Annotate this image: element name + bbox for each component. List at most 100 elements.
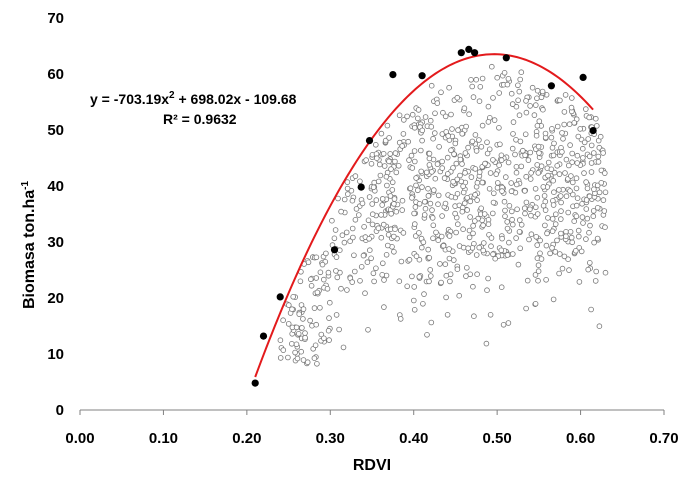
- open-point: [466, 227, 473, 234]
- open-point: [517, 138, 524, 145]
- open-point: [527, 206, 533, 213]
- open-point: [455, 127, 461, 133]
- open-point: [583, 197, 590, 203]
- open-point: [440, 109, 446, 116]
- open-point: [424, 331, 430, 338]
- open-point: [430, 187, 437, 193]
- open-point: [510, 131, 516, 137]
- open-point: [307, 276, 314, 283]
- open-point: [384, 242, 391, 249]
- open-point: [451, 151, 457, 157]
- open-point: [534, 162, 540, 168]
- open-point: [575, 233, 582, 240]
- open-point: [288, 340, 295, 347]
- open-point: [400, 230, 407, 236]
- open-point: [529, 84, 536, 91]
- open-point: [457, 156, 464, 163]
- y-tick-label: 70: [47, 10, 64, 27]
- open-point: [419, 127, 426, 134]
- open-point: [460, 183, 466, 190]
- open-point: [427, 273, 434, 279]
- open-point: [459, 161, 465, 167]
- open-point: [391, 249, 397, 255]
- open-point: [588, 142, 595, 149]
- open-point: [531, 112, 538, 118]
- open-point: [537, 250, 543, 257]
- open-point: [542, 207, 549, 213]
- open-point: [484, 139, 490, 146]
- open-point: [561, 121, 567, 128]
- open-point: [426, 278, 432, 285]
- open-point: [516, 217, 523, 223]
- open-point: [474, 179, 481, 186]
- open-point: [490, 157, 496, 163]
- filled-point: [589, 127, 597, 135]
- open-point: [535, 262, 542, 269]
- open-point: [311, 305, 318, 311]
- open-point: [585, 266, 591, 273]
- open-point: [550, 202, 557, 208]
- open-point: [355, 212, 362, 218]
- open-point: [523, 173, 529, 180]
- open-point: [409, 165, 416, 171]
- open-point: [426, 254, 433, 261]
- open-point: [452, 210, 458, 217]
- open-point: [313, 321, 320, 328]
- open-point: [579, 214, 586, 220]
- open-point: [579, 145, 586, 152]
- open-point: [532, 300, 539, 307]
- open-point: [590, 208, 597, 214]
- open-point: [446, 255, 453, 262]
- open-point: [542, 130, 549, 137]
- open-point: [479, 75, 486, 82]
- open-point: [532, 102, 539, 108]
- open-point: [473, 76, 480, 83]
- open-point: [594, 235, 601, 242]
- open-point: [518, 69, 525, 75]
- filled-point: [471, 49, 479, 57]
- open-point: [432, 110, 438, 117]
- open-point: [333, 268, 339, 274]
- open-point: [478, 144, 485, 150]
- open-point: [505, 320, 512, 326]
- open-point: [533, 132, 540, 139]
- open-point: [298, 348, 305, 355]
- open-point: [535, 170, 542, 176]
- open-point: [521, 188, 528, 194]
- open-point: [439, 213, 445, 219]
- open-point: [591, 239, 597, 246]
- open-point: [535, 277, 541, 284]
- open-point: [372, 142, 379, 148]
- open-point: [487, 170, 494, 176]
- open-point: [334, 274, 341, 281]
- x-axis-title: RDVI: [353, 457, 391, 474]
- open-point: [454, 191, 461, 197]
- open-point: [444, 311, 451, 318]
- open-point: [550, 177, 556, 184]
- open-point: [436, 144, 442, 150]
- open-point: [459, 208, 466, 215]
- open-point: [413, 182, 419, 189]
- open-point: [485, 221, 492, 228]
- open-point: [509, 101, 516, 107]
- open-point: [536, 150, 542, 156]
- open-point: [513, 103, 520, 110]
- open-point: [547, 250, 553, 257]
- open-point: [450, 178, 456, 185]
- open-point: [535, 268, 542, 275]
- open-point: [438, 233, 445, 240]
- open-point: [280, 317, 286, 324]
- open-point: [498, 157, 505, 163]
- open-point: [427, 117, 434, 124]
- open-point: [408, 152, 415, 159]
- open-point: [573, 213, 580, 220]
- open-point: [399, 143, 406, 149]
- open-point: [534, 211, 541, 217]
- open-point: [378, 212, 384, 218]
- open-point: [485, 275, 491, 282]
- open-point: [392, 150, 399, 156]
- open-point: [473, 252, 480, 258]
- open-point: [543, 242, 550, 249]
- open-point: [379, 202, 386, 208]
- open-point: [432, 175, 439, 182]
